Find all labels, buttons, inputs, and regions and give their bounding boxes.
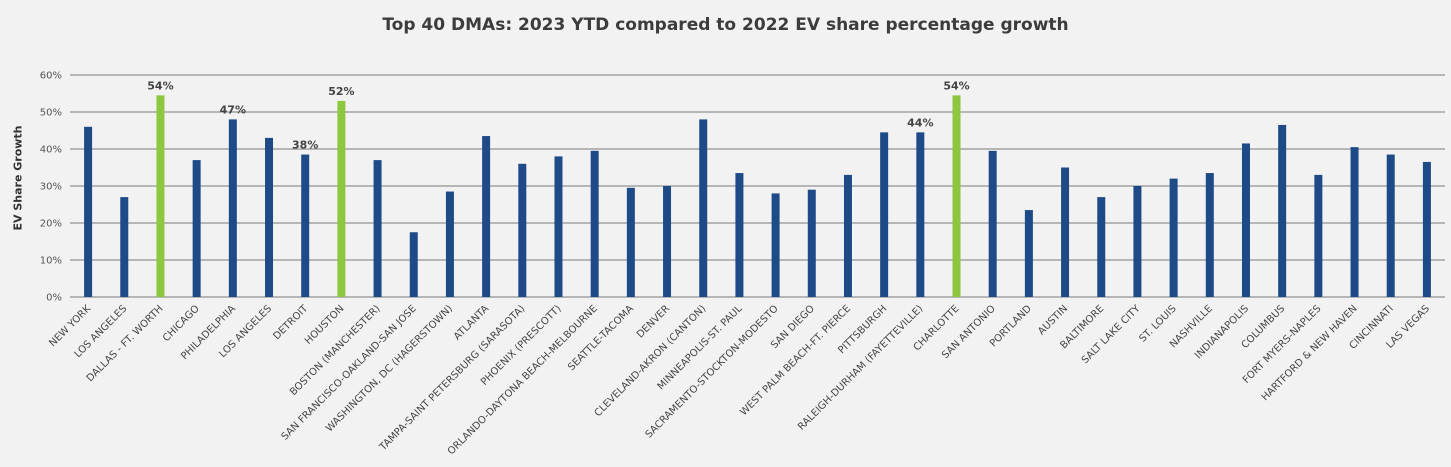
bar bbox=[1061, 167, 1070, 297]
bar bbox=[1169, 178, 1178, 297]
bar bbox=[843, 174, 852, 297]
x-tick-label: DALLAS - FT. WORTH bbox=[85, 303, 166, 384]
x-tick-label: SAN FRANCISCO-OAKLAND-SAN JOSE bbox=[280, 303, 419, 442]
bar bbox=[1024, 210, 1033, 297]
bar bbox=[1097, 197, 1106, 297]
y-tick-label: 50% bbox=[40, 108, 62, 119]
bar bbox=[301, 154, 310, 297]
bar bbox=[192, 160, 201, 297]
bar bbox=[1386, 154, 1395, 297]
bar bbox=[1422, 161, 1431, 297]
bar bbox=[1133, 186, 1142, 297]
bar bbox=[373, 160, 382, 297]
x-tick-label: AUSTIN bbox=[1036, 303, 1070, 337]
x-tick-label: SEATTLE-TACOMA bbox=[566, 303, 636, 373]
bar bbox=[265, 137, 274, 297]
data-label: 38% bbox=[292, 139, 318, 152]
y-tick-label: 10% bbox=[40, 256, 62, 267]
bar bbox=[156, 95, 165, 297]
y-tick-label: 40% bbox=[40, 145, 62, 156]
bar bbox=[663, 186, 672, 297]
bar bbox=[1241, 143, 1250, 297]
x-tick-label: DENVER bbox=[635, 303, 672, 340]
bar bbox=[952, 95, 961, 297]
bar bbox=[337, 100, 346, 298]
bar bbox=[1314, 174, 1323, 297]
bar bbox=[554, 156, 563, 297]
y-tick-label: 0% bbox=[46, 293, 62, 304]
y-tick-label: 20% bbox=[40, 219, 62, 230]
bar bbox=[626, 187, 635, 297]
bar bbox=[518, 163, 527, 297]
bar bbox=[1205, 173, 1214, 297]
bar bbox=[1350, 147, 1359, 297]
bar bbox=[1278, 124, 1287, 297]
x-tick-label: WASHINGTON, DC (HAGERSTOWN) bbox=[324, 303, 455, 434]
bar bbox=[735, 173, 744, 297]
bar bbox=[916, 132, 925, 297]
x-tick-label: SACRAMENTO-STOCKTON-MODESTO bbox=[644, 303, 781, 440]
data-label: 47% bbox=[220, 103, 246, 116]
bar bbox=[590, 150, 599, 297]
data-label: 54% bbox=[147, 79, 173, 92]
bar bbox=[120, 197, 129, 297]
bar bbox=[409, 232, 418, 297]
bar bbox=[699, 119, 708, 298]
bar bbox=[880, 132, 889, 297]
data-label: 52% bbox=[328, 85, 354, 98]
y-tick-label: 60% bbox=[40, 71, 62, 82]
bar bbox=[445, 191, 454, 297]
data-label: 54% bbox=[943, 79, 969, 92]
bar bbox=[771, 193, 780, 297]
bar bbox=[84, 126, 93, 297]
data-label: 44% bbox=[907, 116, 933, 129]
bar bbox=[482, 136, 491, 297]
y-tick-label: 30% bbox=[40, 182, 62, 193]
bar bbox=[228, 119, 237, 298]
chart-title: Top 40 DMAs: 2023 YTD compared to 2022 E… bbox=[382, 15, 1069, 35]
bar bbox=[988, 150, 997, 297]
bar bbox=[807, 189, 816, 297]
